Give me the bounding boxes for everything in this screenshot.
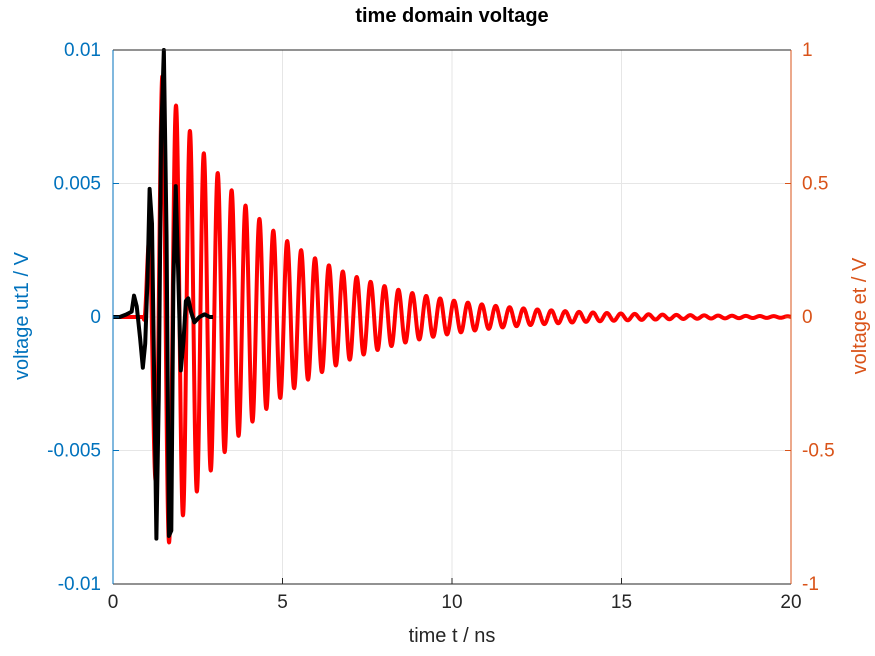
x-tick-label: 10 (441, 592, 462, 613)
y-axis-label-right: voltage et / V (849, 257, 871, 374)
axes: 0 5 10 15 20 0.01 0.005 0 -0.005 -0.01 1 0.5 0 -0.5 -1 (47, 40, 835, 613)
x-tick-label: 0 (108, 592, 119, 613)
y-left-tick-label: 0.01 (64, 40, 101, 61)
y-left-tick-label: 0 (90, 307, 101, 328)
y-left-tick-label: 0.005 (53, 174, 101, 195)
y-left-tick-label: -0.005 (47, 441, 101, 462)
x-tick-label: 5 (277, 592, 288, 613)
y-right-tick-label: -0.5 (802, 441, 835, 462)
x-tick-label: 20 (780, 592, 801, 613)
y-right-tick-label: 1 (802, 40, 813, 61)
chart-title: time domain voltage (355, 5, 548, 27)
x-tick-label: 15 (611, 592, 632, 613)
x-axis-label: time t / ns (409, 625, 496, 647)
y-right-tick-label: -1 (802, 574, 819, 595)
y-right-tick-label: 0 (802, 307, 813, 328)
y-axis-label-left: voltage ut1 / V (11, 251, 33, 380)
series-line-et (111, 74, 793, 545)
y-right-tick-label: 0.5 (802, 174, 828, 195)
y-left-tick-label: -0.01 (58, 574, 101, 595)
